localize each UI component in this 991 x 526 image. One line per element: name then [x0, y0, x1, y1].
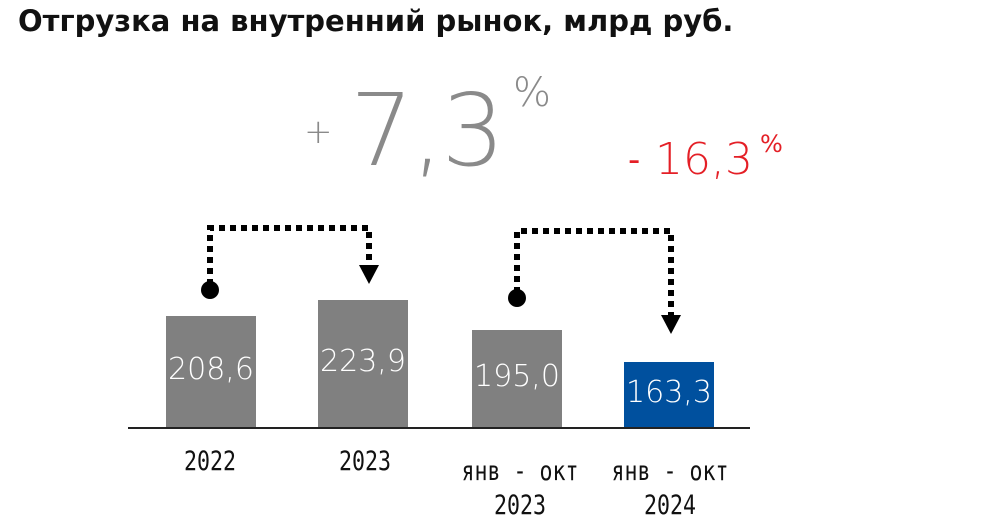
bar	[472, 329, 562, 428]
bar	[624, 362, 714, 428]
arrow-head-icon	[359, 265, 379, 284]
category-label: янв - окт 2024	[606, 455, 734, 523]
bar-value-label: 163,3	[626, 375, 712, 411]
category-label: 2023	[338, 446, 392, 477]
category-label-line: янв - окт	[611, 456, 729, 487]
category-label-line: янв - окт	[461, 456, 579, 487]
x-axis-baseline	[128, 427, 750, 429]
start-dot	[201, 281, 219, 299]
bar-value-label: 208,6	[168, 351, 254, 387]
start-dot	[508, 289, 526, 307]
growth-sign: +	[304, 112, 333, 152]
decline-sign: -	[628, 140, 641, 180]
category-label: 2022	[183, 446, 237, 477]
arrow-head-icon	[661, 315, 681, 334]
category-label-line: 2023	[493, 490, 547, 521]
chart-title: Отгрузка на внутренний рынок, млрд руб.	[18, 4, 734, 38]
growth-value: 7,3	[350, 72, 505, 189]
growth-unit: %	[513, 70, 552, 116]
bar	[318, 299, 408, 428]
decline-connector	[514, 228, 674, 315]
category-label-line: 2024	[643, 490, 697, 521]
bar-value-label: 223,9	[320, 343, 406, 379]
bar	[166, 315, 256, 428]
growth-connector	[207, 225, 372, 285]
category-label: янв - окт 2023	[456, 455, 584, 523]
decline-value: 16,3	[655, 134, 753, 185]
bar-value-label: 195,0	[474, 358, 560, 394]
decline-unit: %	[760, 130, 783, 158]
